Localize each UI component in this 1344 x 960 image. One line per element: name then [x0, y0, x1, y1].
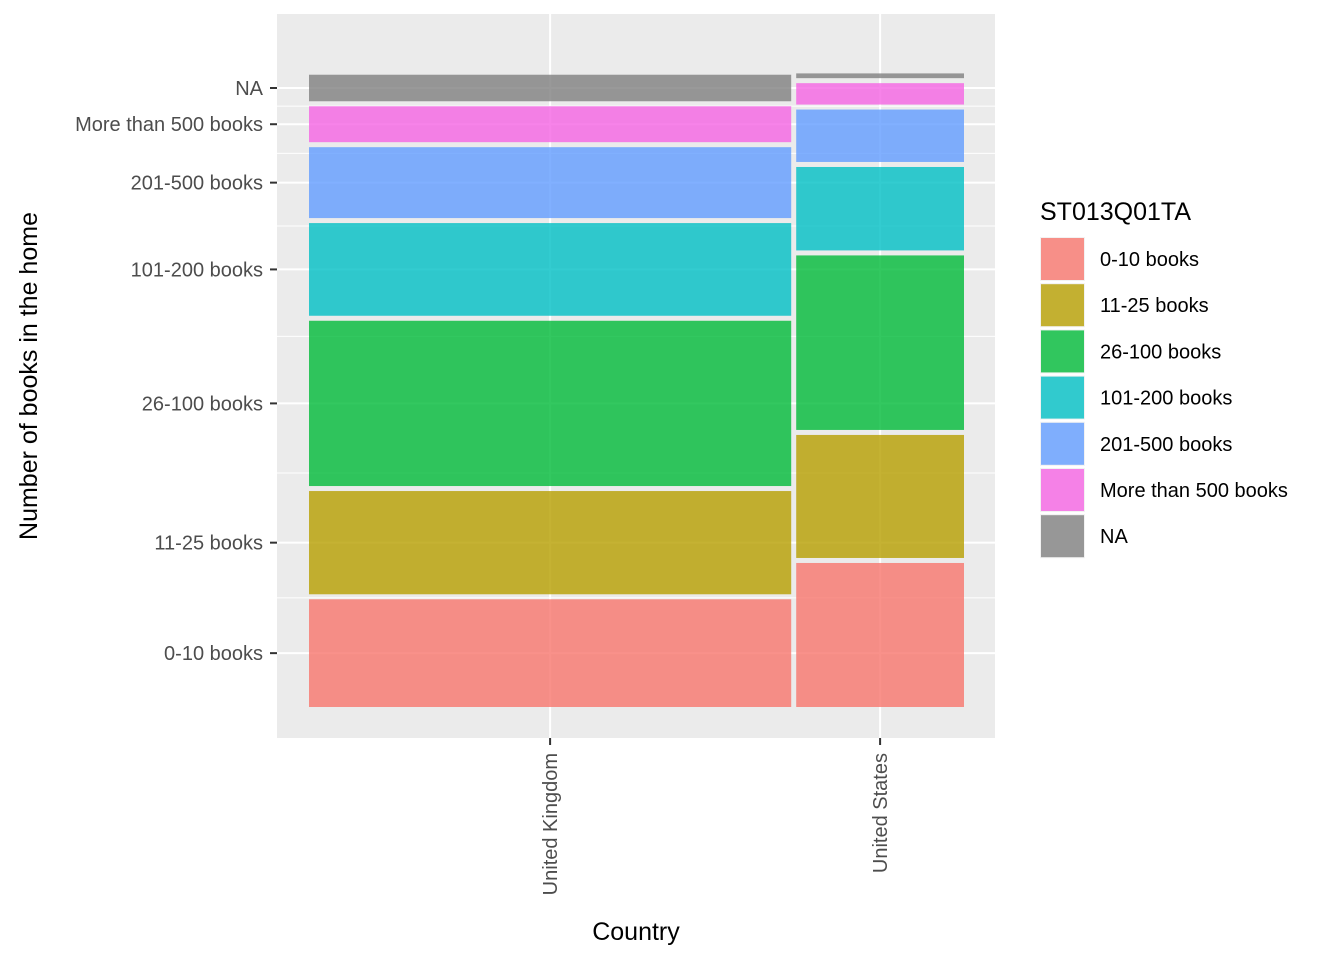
legend-item: 101-200 books: [1040, 375, 1232, 420]
y-axis: 0-10 books 11-25 books 26-100 books 101-200…: [75, 78, 277, 665]
tile-united-kingdom-26-100-books: [309, 320, 792, 487]
y-tick-label: 11-25 books: [154, 533, 263, 555]
tile-united-states-101-200-books: [796, 166, 964, 251]
legend-item: 11-25 books: [1040, 283, 1209, 328]
legend-swatch: [1041, 376, 1084, 419]
y-axis-title: Number of books in the home: [15, 212, 43, 540]
legend-label: 11-25 books: [1100, 295, 1209, 317]
y-tick-label: More than 500 books: [75, 114, 263, 136]
x-tick-label: United Kingdom: [540, 753, 562, 895]
tile-united-kingdom-11-25-books: [309, 491, 792, 595]
legend-item: More than 500 books: [1040, 468, 1288, 512]
mosaic-tiles: [309, 73, 964, 707]
legend-swatch: [1041, 515, 1084, 558]
legend-title: ST013Q01TA: [1040, 198, 1191, 226]
x-tick-label: United States: [870, 753, 892, 873]
y-tick-label: NA: [235, 78, 263, 100]
y-tick-label: 201-500 books: [131, 173, 263, 195]
legend-swatch: [1041, 469, 1084, 511]
tile-united-kingdom-0-10-books: [309, 599, 792, 707]
legend-swatch: [1041, 422, 1084, 465]
tile-united-states-more-than-500-books: [796, 83, 964, 105]
legend: ST013Q01TA 0-10 books 11-25 books 26-100 b…: [1040, 198, 1288, 559]
legend-label: 26-100 books: [1100, 341, 1221, 363]
y-tick-label: 101-200 books: [131, 259, 263, 281]
tile-united-kingdom-101-200-books: [309, 223, 792, 316]
legend-label: 201-500 books: [1100, 434, 1232, 456]
legend-label: More than 500 books: [1100, 480, 1288, 502]
legend-item: NA: [1040, 514, 1128, 559]
y-tick-label: 26-100 books: [142, 393, 263, 415]
legend-swatch: [1041, 238, 1084, 280]
y-tick-label: 0-10 books: [164, 643, 263, 665]
legend-label: 0-10 books: [1100, 249, 1199, 271]
legend-swatch: [1041, 284, 1084, 327]
tile-united-kingdom-more-than-500-books: [309, 106, 792, 143]
legend-item: 0-10 books: [1040, 237, 1199, 281]
legend-swatch: [1041, 330, 1084, 373]
legend-item: 201-500 books: [1040, 421, 1232, 466]
legend-item: 26-100 books: [1040, 329, 1221, 374]
legend-label: NA: [1100, 526, 1128, 548]
legend-label: 101-200 books: [1100, 388, 1232, 410]
tile-united-states-na: [796, 73, 964, 79]
tile-united-states-26-100-books: [796, 255, 964, 430]
tile-united-states-0-10-books: [796, 562, 964, 707]
tile-united-states-11-25-books: [796, 434, 964, 558]
x-axis: United Kingdom United States: [540, 738, 892, 895]
tile-united-states-201-500-books: [796, 109, 964, 162]
x-axis-title: Country: [592, 918, 680, 946]
tile-united-kingdom-na: [309, 74, 792, 102]
tile-united-kingdom-201-500-books: [309, 147, 792, 219]
